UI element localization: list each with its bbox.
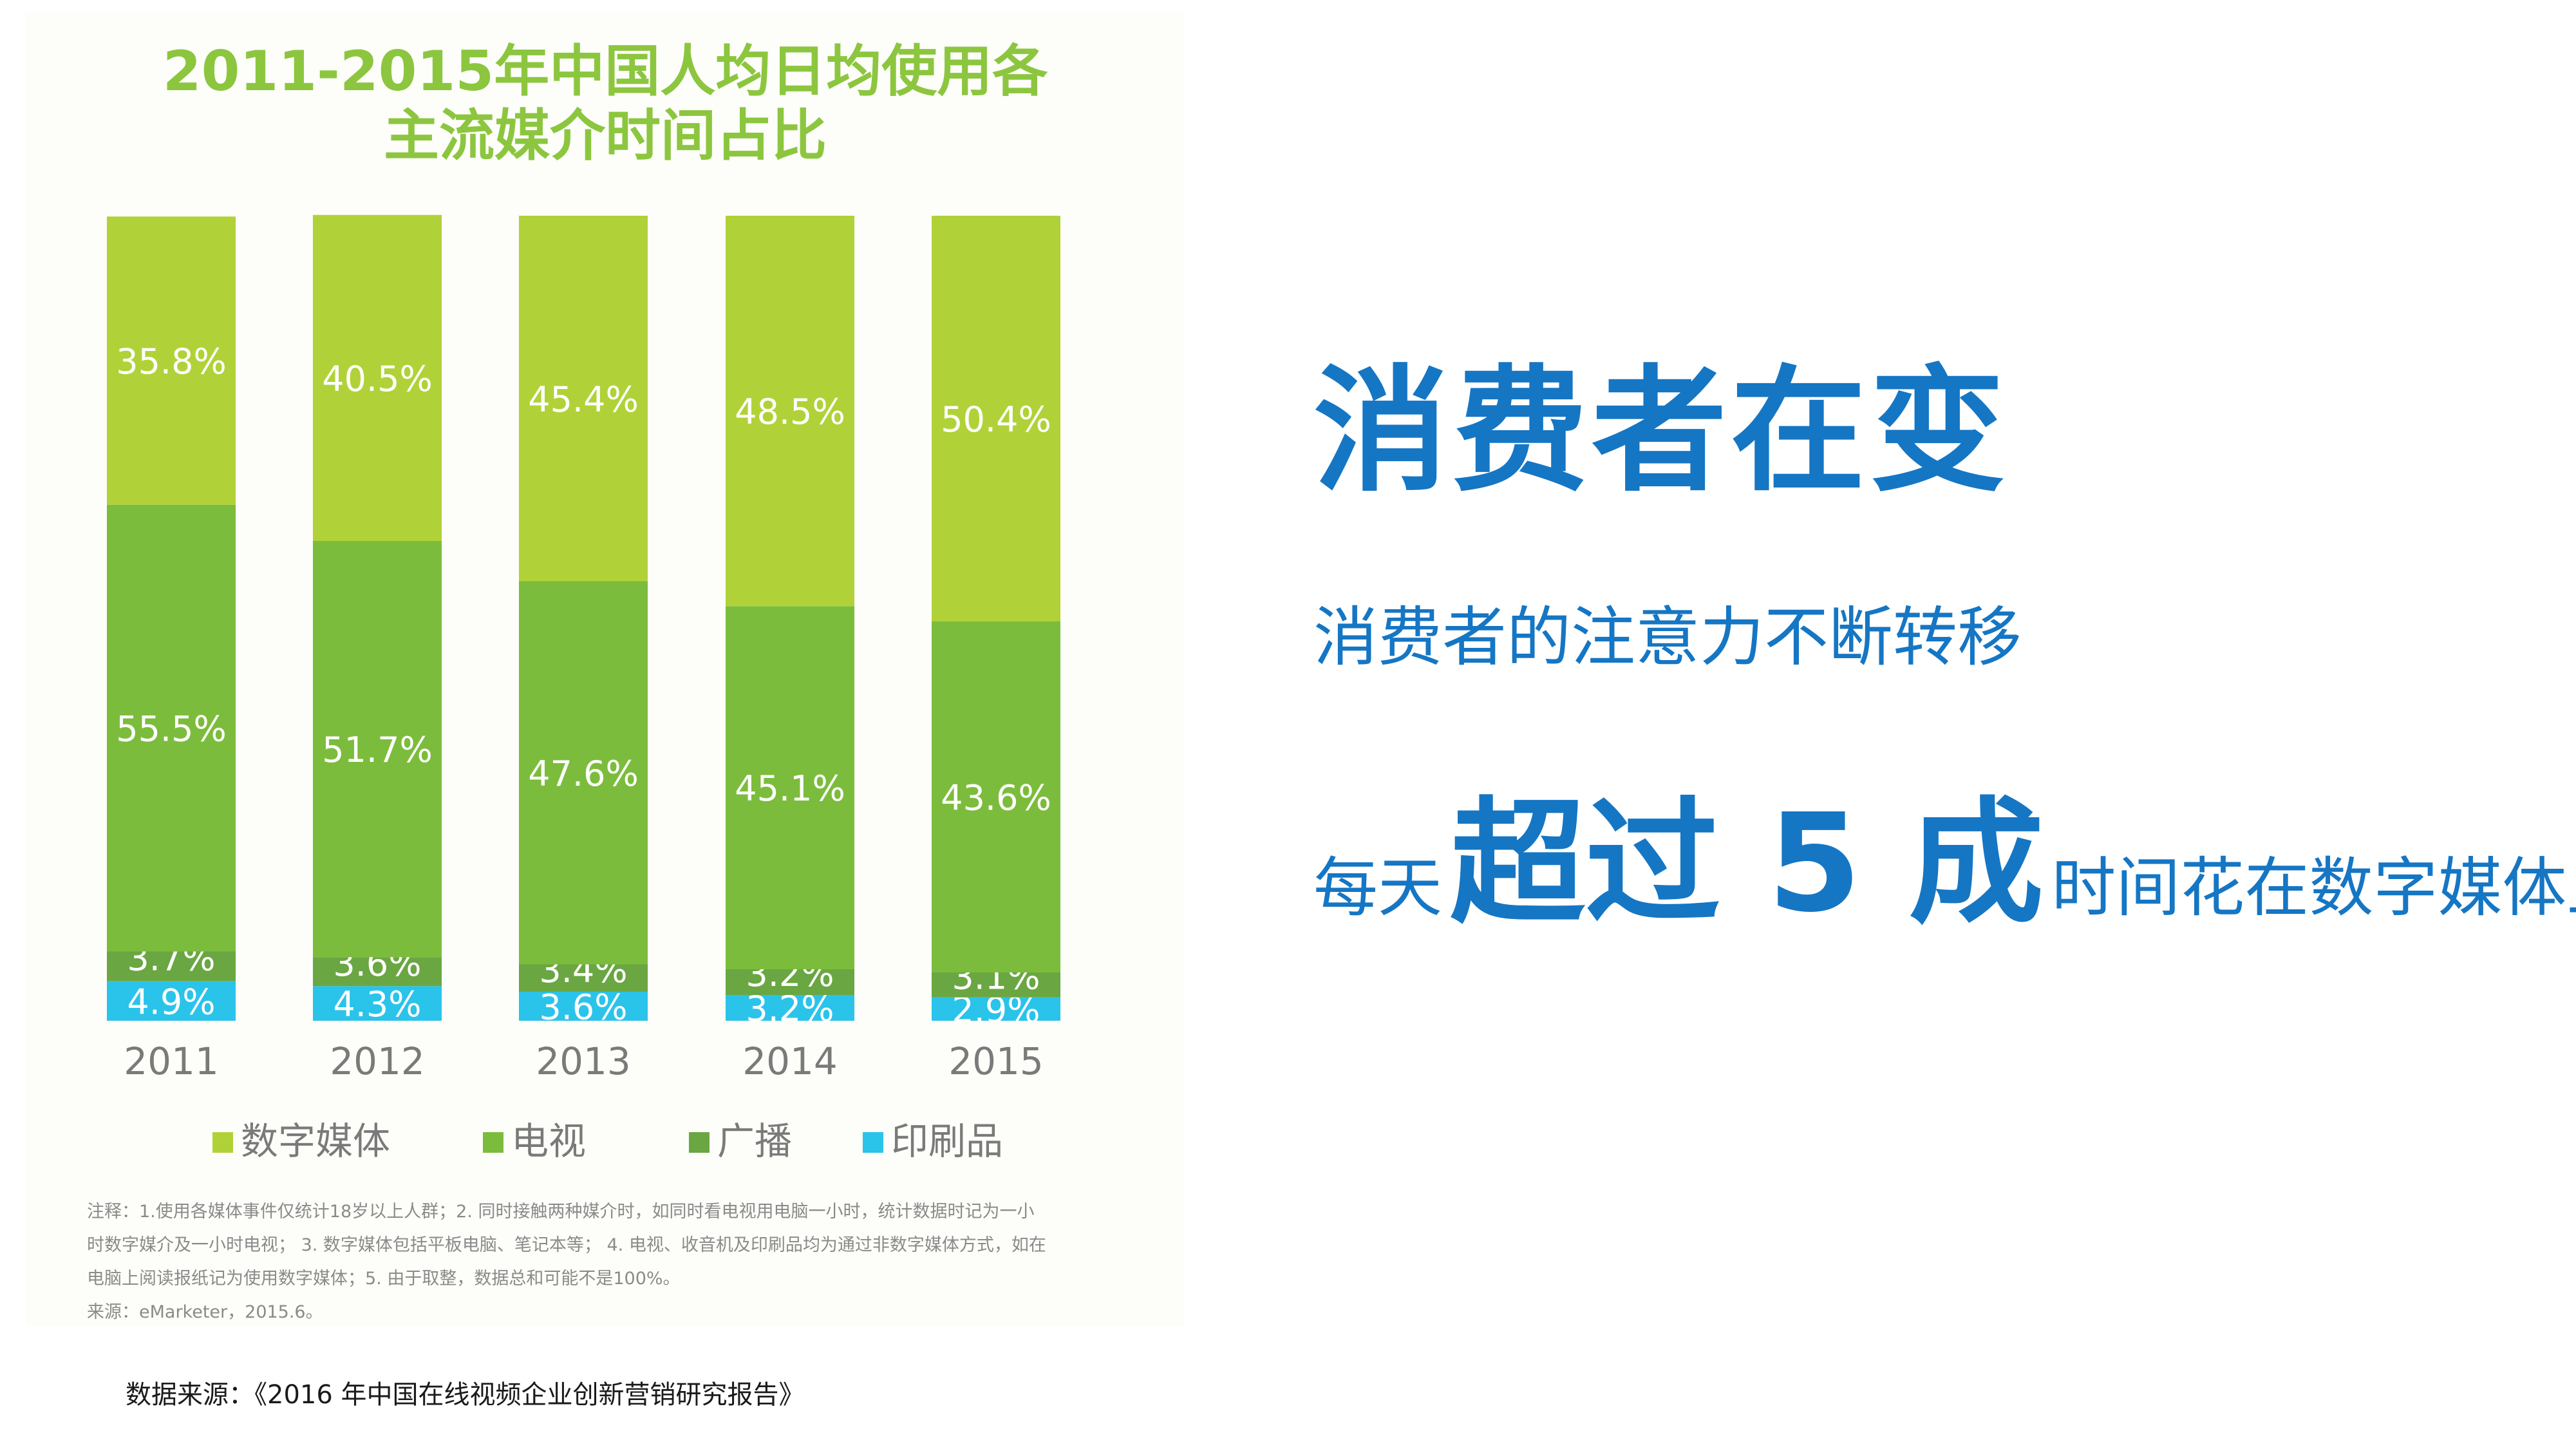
bar-2011-radio [107,951,236,981]
chart-note-line-3: 电脑上阅读报纸记为使用数字媒体；5. 由于取整，数据总和可能不是100%。 [87,1269,681,1289]
bar-2011-tv-label: 55.5% [116,709,227,750]
legend-label-tv: 电视 [511,1119,586,1163]
bar-2014-print [726,995,854,1021]
bar-2013-tv [519,581,648,965]
bar-2015-print [932,997,1060,1021]
bar-2013-print [519,992,648,1021]
bar-2012-print [313,986,442,1021]
bar-2014-radio [726,969,854,995]
key-statement-emphasis: 超过 5 成 [1450,784,2044,942]
bar-2011-digital [107,216,236,505]
x-tick-2011: 2011 [124,1039,219,1083]
chart-title-line-2: 主流媒介时间占比 [384,104,827,168]
bar-2013-print-label: 3.6% [539,987,627,1028]
legend-label-print: 印刷品 [891,1119,1003,1163]
headline: 消费者在变 [1313,352,2009,510]
bar-2014-tv [726,606,854,969]
chart-note-line-2: 时数字媒介及一小时电视； 3. 数字媒体包括平板电脑、笔记本等； 4. 电视、收… [87,1235,1046,1255]
bar-2012-print-label: 4.3% [333,984,421,1025]
legend-label-radio: 广播 [717,1119,792,1163]
stacked-bar-chart: 2011-2015年中国人均日均使用各主流媒介时间占比4.9%3.7%55.5%… [107,39,1060,1163]
bar-2014-print-label: 3.2% [746,989,834,1029]
bar-2015-radio [932,972,1060,998]
chart-source-note: 来源：eMarketer，2015.6。 [87,1302,323,1322]
bar-2015-digital [932,216,1060,621]
bar-2011-digital-label: 35.8% [116,341,227,382]
bar-2014-digital [726,216,854,607]
bar-2013-digital-label: 45.4% [528,379,639,420]
bar-2012-radio [313,957,442,987]
bar-2013-tv-label: 47.6% [528,753,639,794]
legend-swatch-tv [483,1132,503,1153]
key-statement-prefix: 每天 [1313,850,1442,925]
key-statement: 每天超过 5 成时间花在数字媒体上 [1313,753,2576,942]
bar-2011-print-label: 4.9% [127,981,215,1022]
bar-2014-digital-label: 48.5% [735,392,845,432]
bar-2013-digital [519,216,648,582]
bar-2011-tv [107,504,236,952]
legend-swatch-print [863,1132,883,1153]
bar-2013-radio [519,964,648,992]
bar-2012-tv-label: 51.7% [322,730,433,770]
chart-figure: 2011-2015年中国人均日均使用各 主流媒介时间占比 4.9% 3.7% 55.5%… [26,13,1185,1327]
legend-swatch-digital [212,1132,233,1153]
x-tick-2013: 2013 [536,1039,631,1083]
chart-title-line-1: 2011-2015年中国人均日均使用各 [163,39,1048,104]
legend-label-digital: 数字媒体 [241,1119,390,1163]
chart-note-line-1: 注释：1.使用各媒体事件仅统计18岁以上人群；2. 同时接触两种媒介时，如同时看… [87,1202,1035,1222]
x-tick-2014: 2014 [742,1039,838,1083]
bar-2014-tv-label: 45.1% [735,768,845,809]
bar-2012-digital-label: 40.5% [322,359,433,399]
subheadline: 消费者的注意力不断转移 [1313,600,2022,675]
data-source-caption: 数据来源：《2016 年中国在线视频企业创新营销研究报告》 [126,1380,805,1410]
bar-2012-tv [313,541,442,958]
x-tick-2015: 2015 [948,1039,1044,1083]
bar-2015-tv [932,621,1060,972]
legend-swatch-radio [689,1132,710,1153]
bar-2015-tv-label: 43.6% [941,778,1051,819]
bar-2015-digital-label: 50.4% [941,399,1051,440]
key-statement-suffix: 时间花在数字媒体上 [2051,850,2576,925]
bar-2011-print [107,981,236,1021]
x-tick-2012: 2012 [330,1039,425,1083]
bar-2012-digital [313,214,442,541]
